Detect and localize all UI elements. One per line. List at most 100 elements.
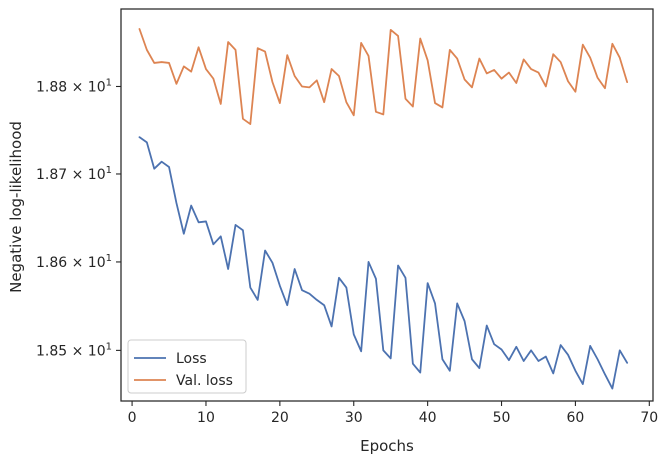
- data-point-val-loss: [353, 114, 355, 116]
- data-point-val-loss: [146, 49, 148, 51]
- data-point-val-loss: [537, 71, 539, 73]
- data-point-val-loss: [604, 87, 606, 89]
- data-point-loss: [626, 362, 628, 364]
- data-point-loss: [249, 286, 251, 288]
- data-point-val-loss: [367, 55, 369, 57]
- data-point-val-loss: [338, 75, 340, 77]
- data-point-val-loss: [582, 43, 584, 45]
- data-point-val-loss: [293, 75, 295, 77]
- data-point-val-loss: [279, 102, 281, 104]
- data-point-loss: [360, 350, 362, 352]
- data-point-loss: [256, 299, 258, 301]
- data-point-val-loss: [559, 61, 561, 63]
- data-point-loss: [146, 141, 148, 143]
- data-point-loss: [404, 277, 406, 279]
- data-point-loss: [582, 383, 584, 385]
- data-point-val-loss: [486, 72, 488, 74]
- data-point-val-loss: [183, 65, 185, 67]
- x-tick-label: 20: [271, 410, 289, 426]
- data-point-loss: [220, 235, 222, 237]
- data-point-loss: [197, 221, 199, 223]
- data-point-val-loss: [456, 57, 458, 59]
- data-point-val-loss: [596, 77, 598, 79]
- data-point-loss: [353, 333, 355, 335]
- y-axis-label: Negative log-likelihood: [7, 121, 25, 293]
- data-point-val-loss: [382, 113, 384, 115]
- data-point-loss: [522, 360, 524, 362]
- data-point-loss: [559, 344, 561, 346]
- series-line-loss: [138, 136, 629, 390]
- data-point-val-loss: [530, 68, 532, 70]
- data-point-loss: [205, 220, 207, 222]
- data-point-val-loss: [589, 57, 591, 59]
- plot-frame: [120, 8, 654, 402]
- data-point-val-loss: [220, 103, 222, 105]
- data-point-loss: [389, 357, 391, 359]
- data-point-val-loss: [434, 102, 436, 104]
- data-point-val-loss: [308, 86, 310, 88]
- data-point-loss: [397, 264, 399, 266]
- data-point-loss: [308, 293, 310, 295]
- data-point-val-loss: [323, 101, 325, 103]
- data-point-loss: [611, 387, 613, 389]
- data-point-loss: [500, 348, 502, 350]
- data-point-loss: [567, 354, 569, 356]
- y-axis-ticks: 1.85 × 101 1.86 × 101 1.87 × 101 1.88 × 101: [36, 77, 121, 359]
- data-point-val-loss: [449, 49, 451, 51]
- x-tick-label: 10: [197, 410, 215, 426]
- data-point-loss: [552, 372, 554, 374]
- data-point-loss: [441, 358, 443, 360]
- data-point-loss: [212, 243, 214, 245]
- data-point-val-loss: [611, 43, 613, 45]
- x-tick-label: 0: [128, 410, 137, 426]
- x-tick-label: 30: [345, 410, 363, 426]
- data-point-loss: [434, 302, 436, 304]
- data-point-loss: [515, 346, 517, 348]
- data-point-val-loss: [441, 106, 443, 108]
- legend-label-val-loss: Val. loss: [176, 373, 233, 389]
- data-point-val-loss: [264, 50, 266, 52]
- data-point-loss: [449, 370, 451, 372]
- data-point-val-loss: [626, 81, 628, 83]
- data-point-val-loss: [375, 111, 377, 113]
- data-point-loss: [530, 349, 532, 351]
- data-point-loss: [153, 168, 155, 170]
- x-tick-label: 40: [419, 410, 437, 426]
- data-point-val-loss: [316, 79, 318, 81]
- data-point-loss: [537, 360, 539, 362]
- data-point-val-loss: [508, 71, 510, 73]
- x-axis-ticks: 0 10 20 30 40 50 60 70: [128, 401, 658, 426]
- data-point-loss: [345, 286, 347, 288]
- data-point-loss: [271, 262, 273, 264]
- x-tick-label: 70: [640, 410, 658, 426]
- data-point-loss: [463, 320, 465, 322]
- data-point-val-loss: [138, 28, 140, 30]
- data-point-loss: [486, 324, 488, 326]
- data-point-val-loss: [412, 105, 414, 107]
- data-point-val-loss: [168, 62, 170, 64]
- data-point-val-loss: [249, 123, 251, 125]
- data-point-val-loss: [256, 47, 258, 49]
- y-tick-label: 1.85 × 101: [36, 341, 112, 359]
- data-point-loss: [419, 371, 421, 373]
- data-point-loss: [508, 359, 510, 361]
- plot-lines: [138, 28, 629, 390]
- data-point-val-loss: [545, 85, 547, 87]
- data-point-loss: [338, 277, 340, 279]
- data-point-loss: [138, 136, 140, 138]
- data-point-loss: [316, 299, 318, 301]
- data-point-val-loss: [234, 49, 236, 51]
- data-point-val-loss: [397, 35, 399, 37]
- y-tick-label: 1.88 × 101: [36, 77, 112, 95]
- x-tick-label: 50: [493, 410, 511, 426]
- data-point-val-loss: [619, 57, 621, 59]
- y-tick-label: 1.86 × 101: [36, 253, 112, 271]
- data-point-loss: [227, 268, 229, 270]
- data-point-val-loss: [271, 81, 273, 83]
- data-point-loss: [574, 370, 576, 372]
- x-axis-label: Epochs: [360, 437, 414, 455]
- data-point-val-loss: [345, 101, 347, 103]
- data-point-val-loss: [212, 77, 214, 79]
